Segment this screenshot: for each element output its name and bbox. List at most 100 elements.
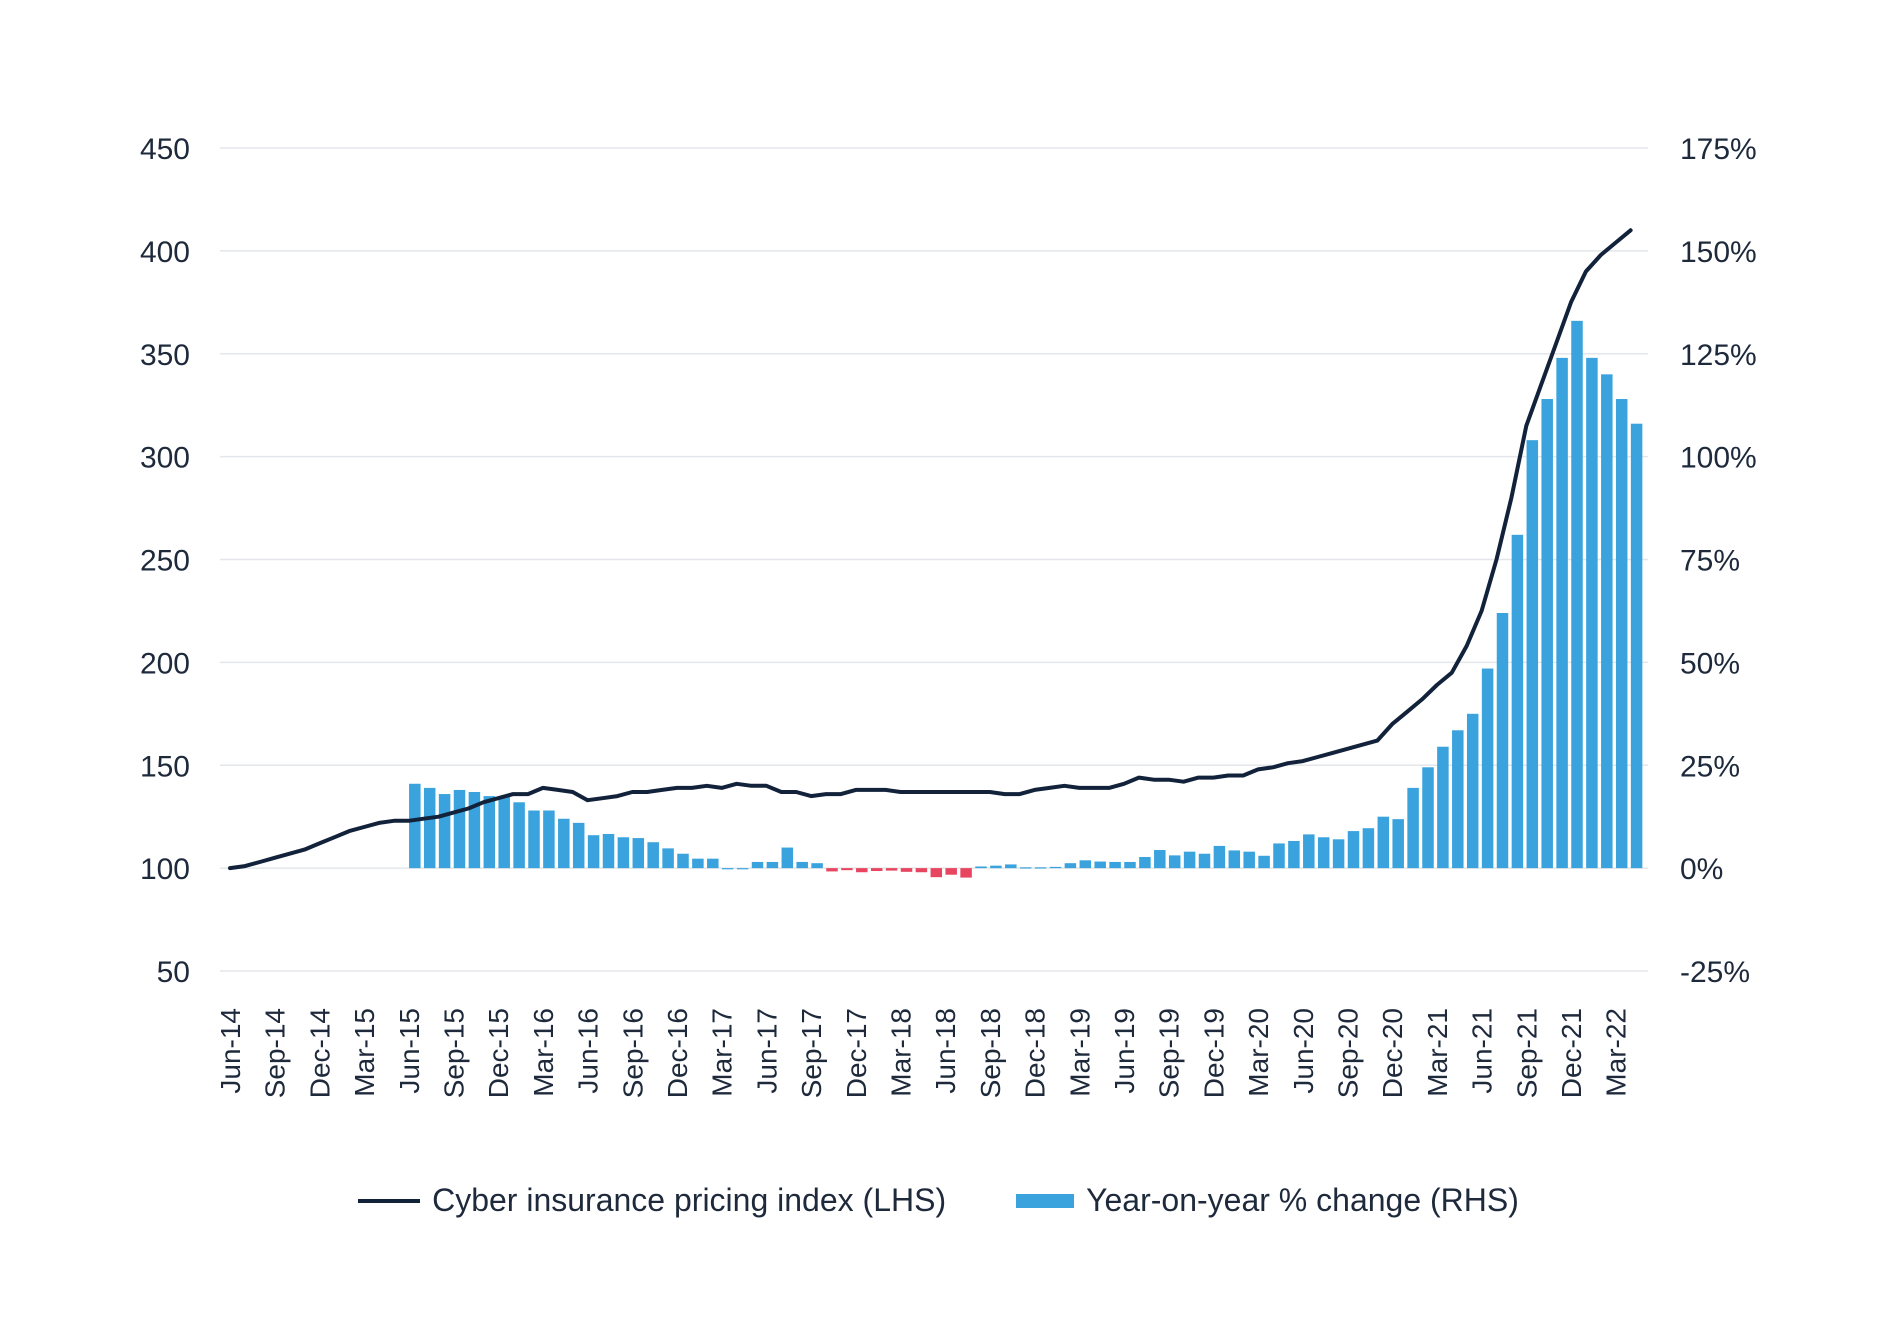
yoy-bar (468, 791, 481, 869)
yoy-bar (1094, 861, 1106, 869)
legend-item-yoy: Year-on-year % change (RHS) (1016, 1182, 1519, 1219)
yoy-bar (1079, 860, 1092, 869)
yoy-bar (1601, 374, 1613, 869)
yoy-bar (1615, 399, 1628, 869)
x-tick-label: Mar-22 (1601, 1008, 1632, 1097)
yoy-bar (1317, 837, 1330, 869)
gridlines (220, 147, 1648, 972)
x-tick-label: Sep-20 (1333, 1008, 1364, 1098)
yoy-bar (1362, 828, 1375, 869)
yoy-bar (453, 789, 466, 869)
x-tick-label: Jun-14 (215, 1008, 246, 1094)
x-tick-label: Sep-16 (617, 1008, 648, 1098)
yoy-bar (1243, 851, 1255, 869)
right-tick-label: -25% (1680, 956, 1750, 989)
yoy-bar (572, 822, 585, 869)
left-tick-label: 150 (140, 750, 190, 783)
yoy-bar (841, 868, 853, 871)
left-tick-label: 400 (140, 236, 190, 269)
yoy-bar (900, 868, 913, 872)
yoy-bar (587, 835, 600, 869)
yoy-bar (781, 847, 794, 869)
legend-item-index: Cyber insurance pricing index (LHS) (358, 1182, 946, 1219)
right-tick-label: 175% (1680, 133, 1757, 166)
left-tick-label: 100 (140, 853, 190, 886)
yoy-bar (1124, 861, 1136, 869)
yoy-bar (1407, 787, 1419, 869)
right-tick-label: 125% (1680, 339, 1757, 372)
x-tick-label: Jun-20 (1288, 1008, 1319, 1094)
yoy-bar (543, 810, 555, 869)
yoy-bar (483, 796, 496, 869)
yoy-bar (870, 868, 883, 872)
yoy-bar (1139, 857, 1151, 869)
yoy-bar (1630, 423, 1643, 869)
yoy-bar (826, 868, 838, 872)
yoy-bar (960, 868, 972, 878)
x-tick-label: Sep-21 (1511, 1008, 1542, 1098)
x-tick-label: Dec-14 (304, 1008, 335, 1098)
x-tick-label: Jun-15 (394, 1008, 425, 1094)
yoy-bar (1034, 867, 1047, 869)
yoy-bar (1019, 867, 1032, 869)
legend-label-yoy: Year-on-year % change (RHS) (1086, 1182, 1519, 1218)
yoy-bar (423, 787, 436, 869)
yoy-bar (1377, 816, 1390, 869)
yoy-bar (856, 868, 868, 873)
yoy-bar (1303, 834, 1315, 869)
yoy-bar (409, 783, 421, 869)
yoy-bar (1541, 399, 1553, 869)
legend-label-index: Cyber insurance pricing index (LHS) (432, 1182, 947, 1218)
x-tick-label: Mar-15 (349, 1008, 380, 1097)
yoy-bar (1332, 839, 1345, 869)
yoy-bar (1571, 320, 1583, 869)
yoy-bar (1556, 357, 1568, 869)
legend-bar-swatch (1016, 1193, 1075, 1208)
yoy-bars (409, 320, 1643, 878)
yoy-bar (692, 858, 704, 869)
yoy-bar (1213, 845, 1226, 869)
yoy-bar (1258, 855, 1270, 869)
yoy-bar (930, 868, 943, 878)
right-tick-label: 0% (1680, 853, 1723, 886)
x-tick-label: Mar-19 (1064, 1008, 1095, 1097)
yoy-bar (1005, 864, 1017, 869)
yoy-bar (1452, 730, 1464, 869)
right-tick-label: 150% (1680, 236, 1757, 269)
yoy-bar (811, 863, 823, 869)
yoy-bar (1466, 713, 1479, 869)
yoy-bar (1392, 819, 1404, 869)
x-tick-label: Jun-16 (573, 1008, 604, 1094)
yoy-bar (602, 833, 615, 869)
x-tick-label: Mar-20 (1243, 1008, 1274, 1097)
yoy-bar (1183, 851, 1196, 869)
x-tick-label: Mar-21 (1422, 1008, 1453, 1097)
left-tick-label: 250 (140, 545, 190, 578)
left-tick-label: 450 (140, 133, 190, 166)
x-tick-label: Sep-15 (439, 1008, 470, 1098)
left-axis-ticks: 450 400 350 300 250 200 150 100 50 (140, 133, 190, 989)
left-tick-label: 50 (157, 956, 190, 989)
yoy-bar (736, 868, 749, 870)
yoy-bar (1511, 534, 1524, 869)
yoy-bar (885, 868, 898, 871)
yoy-bar (751, 861, 764, 869)
yoy-bar (1288, 840, 1300, 869)
x-tick-label: Jun-21 (1467, 1008, 1498, 1094)
legend-line-swatch (358, 1198, 421, 1203)
x-tick-label: Jun-18 (930, 1008, 961, 1094)
x-tick-label: Dec-20 (1377, 1008, 1408, 1098)
yoy-bar (975, 866, 987, 869)
yoy-bar (1526, 440, 1539, 869)
left-tick-label: 200 (140, 647, 190, 680)
yoy-bar (558, 818, 570, 869)
yoy-bar (915, 868, 928, 873)
yoy-bar (1496, 612, 1509, 869)
yoy-bar (796, 861, 808, 869)
yoy-bar (1109, 861, 1121, 869)
left-tick-label: 350 (140, 339, 190, 372)
x-tick-label: Dec-16 (662, 1008, 693, 1098)
x-tick-label: Sep-18 (975, 1008, 1006, 1098)
left-tick-label: 300 (140, 442, 190, 475)
